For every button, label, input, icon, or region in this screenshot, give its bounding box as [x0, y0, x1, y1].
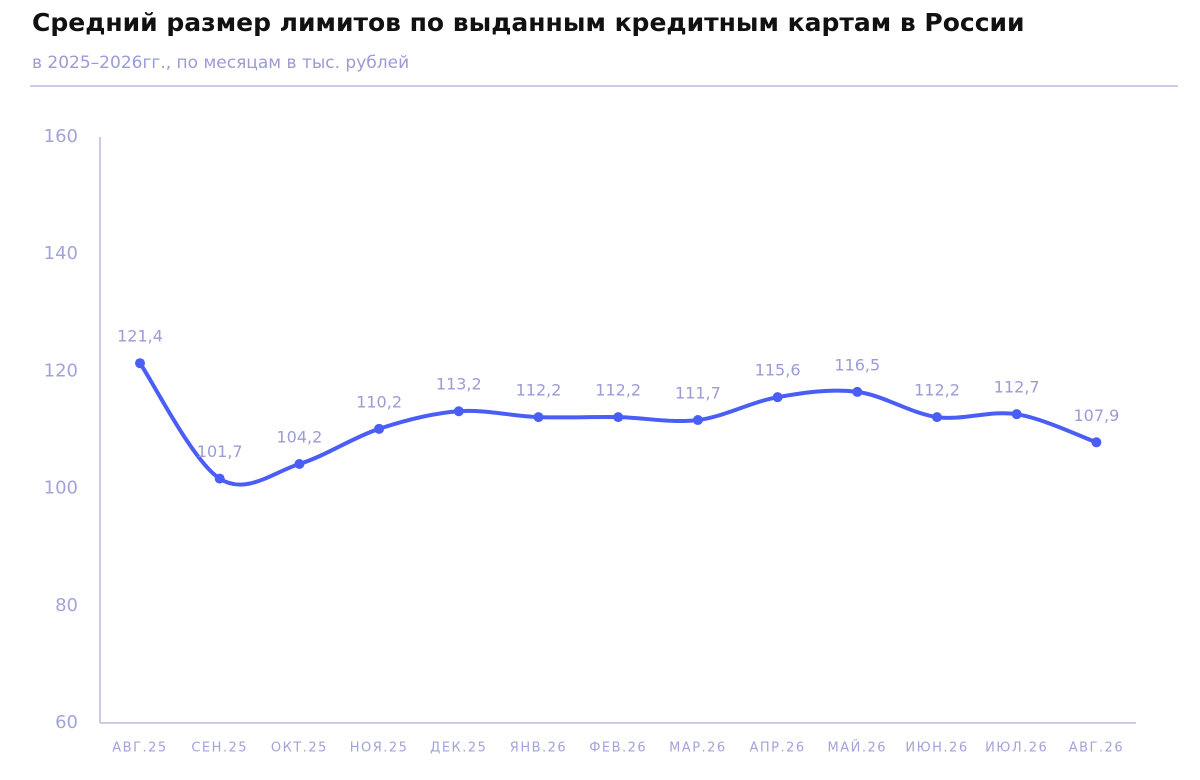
value-label: 121,4	[117, 327, 163, 346]
point	[1011, 409, 1022, 420]
y-tick-label: 160	[44, 126, 78, 147]
y-tick-label: 80	[55, 595, 78, 616]
x-tick-label: ФЕВ.26	[589, 741, 647, 756]
x-tick-label: МАЙ.26	[828, 740, 888, 756]
value-label: 112,7	[994, 378, 1040, 397]
y-tick-label: 60	[55, 712, 78, 733]
x-tick-label: ИЮЛ.26	[985, 741, 1048, 756]
x-tick-label: СЕН.25	[191, 741, 248, 756]
x-tick-label: ЯНВ.26	[510, 741, 567, 756]
point	[613, 412, 624, 423]
value-label: 111,7	[675, 384, 721, 403]
point	[1091, 437, 1102, 448]
point	[374, 423, 385, 434]
x-tick-label: ОКТ.25	[271, 741, 328, 756]
x-tick-label: ИЮН.26	[905, 741, 968, 756]
point	[772, 392, 783, 403]
point	[852, 386, 863, 397]
x-tick-label: АВГ.25	[112, 741, 167, 756]
point	[294, 458, 305, 469]
value-label: 101,7	[197, 442, 243, 461]
value-label: 107,9	[1073, 406, 1119, 425]
chart-title: Средний размер лимитов по выданным креди…	[32, 8, 1025, 37]
value-label: 104,2	[276, 427, 322, 446]
x-tick-label: НОЯ.25	[350, 741, 409, 756]
value-label: 112,2	[595, 381, 641, 400]
y-tick-label: 100	[44, 478, 78, 499]
value-label: 115,6	[755, 361, 801, 380]
value-label: 112,2	[516, 381, 562, 400]
y-tick-label: 140	[44, 243, 78, 264]
value-label: 113,2	[436, 375, 482, 394]
chart-subtitle: в 2025–2026гг., по месяцам в тыс. рублей	[32, 53, 409, 73]
x-tick-label: МАР.26	[669, 741, 727, 756]
point	[932, 412, 942, 423]
point	[533, 412, 544, 423]
point	[135, 358, 145, 369]
point	[692, 415, 703, 426]
x-tick-label: АПР.26	[750, 741, 806, 756]
point	[453, 406, 464, 417]
y-tick-label: 120	[44, 360, 78, 381]
x-tick-label: ДЕК.25	[430, 741, 487, 756]
value-label: 112,2	[914, 381, 960, 400]
value-label: 110,2	[356, 392, 402, 411]
value-label: 116,5	[834, 355, 880, 374]
x-tick-label: АВГ.26	[1069, 741, 1124, 756]
point	[214, 473, 225, 484]
